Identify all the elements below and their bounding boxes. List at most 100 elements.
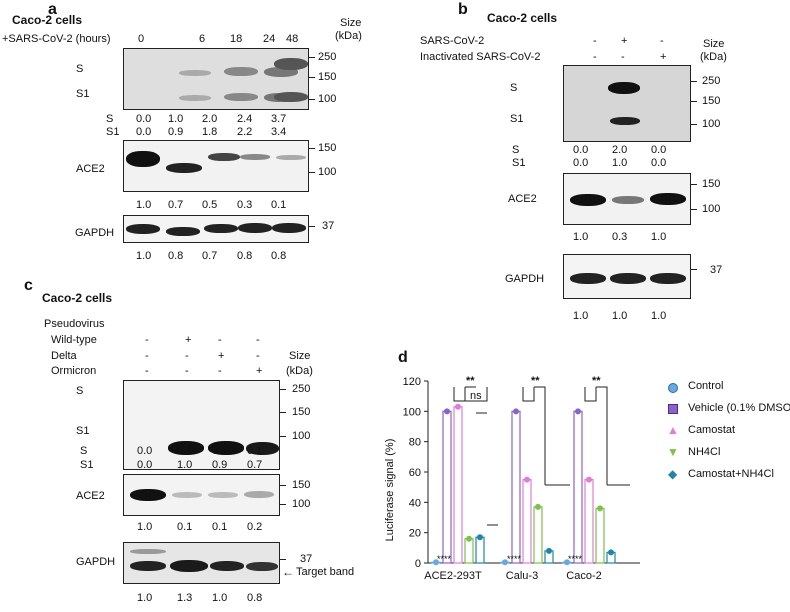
panel-c-sign: -	[145, 350, 149, 362]
panel-b-title: Caco-2 cells	[487, 11, 558, 25]
panel-b-row2-sign: -	[621, 51, 625, 63]
bar-1-2	[573, 410, 583, 564]
panel-a-s-quant: 3.7	[271, 113, 287, 125]
panel-c-title: Caco-2 cells	[42, 291, 113, 305]
panel-b-gapdh-quant: 1.0	[651, 310, 667, 322]
panel-b-s1-quant: 1.0	[612, 157, 628, 169]
data-point	[477, 534, 483, 541]
sig-acetwo-stars: **	[466, 375, 475, 387]
significance-bracket	[584, 387, 597, 402]
panel-b-row1-sign: -	[593, 35, 597, 47]
sig-acetwo-ctrl-stars: ****	[437, 554, 452, 564]
panel-c-ace2-marker-100: 100	[292, 498, 311, 510]
panel-a-s-quant-label: S	[106, 113, 114, 125]
panel-c-sign: -	[256, 334, 260, 346]
panel-b-s1-quant: 0.0	[651, 157, 667, 169]
panel-c-marker-100: 100	[292, 430, 311, 442]
panel-c-marker-250: 250	[292, 383, 311, 395]
sig-ns-label: ns	[470, 390, 482, 402]
legend-triangle-icon: ▲	[667, 423, 679, 437]
panel-c-marker-150: 150	[292, 406, 311, 418]
legend-diamond-icon: ◆	[668, 467, 678, 481]
panel-c-ace2-blot	[123, 474, 280, 516]
sig-calu-stars: **	[531, 375, 540, 387]
panel-c-sign: -	[145, 365, 149, 377]
panel-c-sign: +	[256, 365, 263, 377]
panel-a-tp-0: 0	[138, 33, 145, 45]
panel-c-gapdh-quant: 1.3	[177, 592, 193, 604]
panel-a-gapdh-quant: 0.8	[237, 250, 253, 262]
panel-b-s1-label: S1	[510, 113, 524, 125]
panel-c-ace2-quant: 1.0	[137, 521, 153, 533]
panel-c-ace2-quant: 0.2	[247, 521, 263, 533]
panel-c-wildtype-label: Wild-type	[51, 334, 97, 346]
data-point	[455, 403, 461, 410]
panel-b-row1-label: SARS-CoV-2	[420, 35, 485, 47]
bar-3-0	[464, 538, 474, 564]
y-tick-label: 20	[409, 528, 421, 540]
panel-b-s-quant: 0.0	[651, 144, 667, 156]
data-point	[608, 549, 614, 556]
target-band-arrow-icon: ←	[282, 565, 294, 579]
data-point	[586, 476, 592, 483]
panel-b-s-label: S	[510, 82, 518, 94]
sig-caco-stars: **	[592, 375, 601, 387]
luciferase-bar-chart: Luciferase signal (%) 0 20 40 60 80 100 120 AC…	[384, 375, 640, 582]
panel-a-s1-quant-label: S1	[106, 126, 120, 138]
panel-b-row2-label: Inactivated SARS-CoV-2	[420, 51, 541, 63]
significance-bracket	[464, 387, 488, 402]
legend-camostat: Camostat	[688, 424, 736, 436]
data-point	[444, 408, 450, 415]
panel-a-ace2-quant: 0.7	[168, 199, 184, 211]
panel-b-marker-150: 150	[702, 95, 721, 107]
panel-b-s1-quant-label: S1	[512, 157, 526, 169]
panel-b-s-quant-label: S	[512, 144, 520, 156]
panel-a-ace2-quant: 0.3	[237, 199, 253, 211]
panel-a-s1-quant: 3.4	[271, 126, 287, 138]
panel-c-gapdh-quant: 0.8	[247, 592, 263, 604]
legend-nh4cl: NH4Cl	[688, 446, 721, 458]
panel-d-letter: d	[398, 349, 408, 366]
panel-b-ace2-label: ACE2	[508, 193, 537, 205]
panel-b-gapdh-label: GAPDH	[505, 273, 545, 285]
data-point	[597, 505, 603, 512]
panel-a-letter: a	[48, 1, 57, 18]
bar-2-0	[453, 406, 463, 564]
data-point	[546, 547, 552, 554]
bar-3-2	[595, 507, 605, 564]
panel-b-size-label: Size	[703, 38, 725, 50]
panel-b-marker-250: 250	[702, 75, 721, 87]
panel-a-tp-4: 48	[286, 33, 299, 45]
panel-b-ace2-blot	[563, 173, 691, 225]
panel-a-ace2-quant: 0.1	[271, 199, 287, 211]
panel-c-sign: -	[218, 334, 222, 346]
panel-a-tp-1: 6	[199, 33, 206, 45]
x-tick-label: Caco-2	[566, 570, 601, 582]
bar-2-1	[522, 478, 532, 564]
panel-c-sign: -	[218, 365, 222, 377]
bar-3-1	[533, 506, 543, 564]
panel-b-row2-sign: +	[660, 51, 667, 63]
y-tick-label: 0	[415, 558, 421, 570]
panel-c-gapdh-quant: 1.0	[137, 592, 153, 604]
panel-c-s-quant: 0.1	[247, 445, 263, 457]
x-tick-label: ACE2-293T	[424, 570, 482, 582]
panel-b-s-quant: 0.0	[573, 144, 589, 156]
panel-c-pseudovirus-label: Pseudovirus	[44, 318, 105, 330]
panel-b-gapdh-marker: 37	[710, 264, 723, 276]
panel-b-row1-sign: +	[621, 35, 628, 47]
panel-c-ace2-label: ACE2	[76, 490, 105, 502]
panel-c-size-label: Size	[289, 350, 311, 362]
bar-4-0	[475, 536, 485, 564]
panel-c-sign: +	[185, 334, 192, 346]
panel-a-marker-150: 150	[318, 71, 337, 83]
panel-a-ace2-label: ACE2	[76, 163, 105, 175]
panel-a-gapdh-quant: 0.7	[202, 250, 218, 262]
data-point	[564, 559, 570, 566]
legend-down-triangle-icon: ▼	[667, 445, 679, 459]
panel-c-omicron-label: Ormicron	[51, 365, 97, 377]
panel-b-s-quant: 2.0	[612, 144, 628, 156]
panel-c-ace2-marker-150: 150	[292, 479, 311, 491]
panel-a-condition-label: +SARS-CoV-2 (hours)	[2, 33, 111, 45]
panel-c-s1-quant: 0.9	[212, 459, 228, 471]
